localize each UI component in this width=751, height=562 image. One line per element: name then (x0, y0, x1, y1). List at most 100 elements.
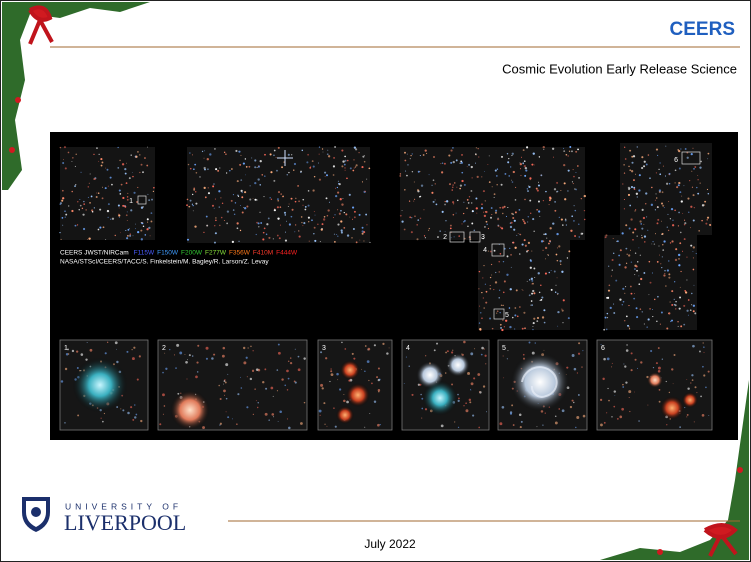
star (218, 206, 221, 208)
star (523, 164, 526, 168)
star (351, 352, 354, 355)
star (468, 398, 472, 402)
star (529, 266, 532, 269)
star (573, 401, 575, 404)
star (455, 159, 458, 162)
star (608, 265, 610, 267)
star (273, 149, 276, 152)
star (616, 240, 619, 243)
star (569, 405, 573, 409)
star (491, 213, 493, 216)
star (251, 369, 255, 372)
star (120, 408, 122, 410)
star (656, 320, 658, 322)
star (481, 203, 483, 206)
star (273, 209, 276, 212)
star (276, 390, 279, 392)
star (268, 236, 271, 239)
star (690, 244, 693, 247)
star (59, 146, 62, 149)
star (624, 266, 627, 269)
star (65, 213, 68, 216)
star (101, 186, 103, 188)
star (576, 165, 579, 167)
star (416, 224, 418, 226)
star (456, 186, 458, 188)
star (194, 191, 197, 193)
star (648, 294, 650, 296)
star (444, 200, 446, 203)
star (246, 376, 248, 378)
star (604, 236, 607, 239)
star (582, 350, 584, 352)
star (625, 247, 628, 250)
star (623, 208, 625, 210)
star (101, 161, 104, 164)
star (691, 374, 694, 377)
star (462, 212, 465, 215)
star (413, 200, 415, 202)
star (187, 359, 188, 361)
star (478, 426, 481, 429)
star (373, 400, 377, 403)
star (682, 213, 684, 215)
star (558, 245, 561, 248)
star (424, 237, 427, 239)
star (686, 416, 688, 418)
star (126, 196, 129, 198)
star (519, 168, 522, 170)
star (287, 360, 290, 363)
star (301, 149, 304, 152)
star (557, 325, 559, 327)
star (377, 367, 380, 370)
star (352, 228, 355, 231)
star (443, 162, 446, 165)
star (568, 250, 571, 253)
star (107, 203, 110, 206)
star (223, 151, 226, 154)
star (509, 288, 512, 291)
star (485, 301, 488, 304)
star (534, 342, 536, 344)
field-marker (681, 151, 701, 165)
star (544, 412, 546, 414)
star (529, 177, 532, 180)
star-field (478, 240, 570, 330)
star (542, 424, 544, 426)
star (344, 159, 347, 162)
star (668, 391, 671, 394)
star (481, 291, 483, 294)
star (687, 314, 689, 316)
star (399, 173, 402, 175)
star (297, 355, 300, 358)
star (300, 422, 303, 425)
star (227, 373, 229, 375)
star (102, 226, 105, 229)
star (86, 342, 88, 343)
star (146, 146, 148, 148)
star (643, 160, 646, 163)
star (417, 170, 420, 173)
star (578, 342, 581, 345)
star (664, 272, 666, 274)
star (694, 312, 697, 315)
star (131, 357, 135, 361)
star (636, 196, 638, 198)
filter-label: F444W (276, 250, 298, 257)
star (653, 243, 656, 245)
star (85, 209, 87, 211)
star (283, 211, 287, 214)
star (311, 160, 314, 163)
star (129, 233, 131, 235)
star (314, 239, 317, 242)
star (483, 211, 485, 213)
star (578, 177, 580, 179)
star (573, 220, 575, 222)
star (599, 398, 603, 402)
star (641, 236, 643, 239)
star (361, 232, 364, 235)
star (625, 349, 629, 352)
star (600, 343, 602, 345)
star (361, 230, 364, 233)
star (537, 200, 540, 203)
